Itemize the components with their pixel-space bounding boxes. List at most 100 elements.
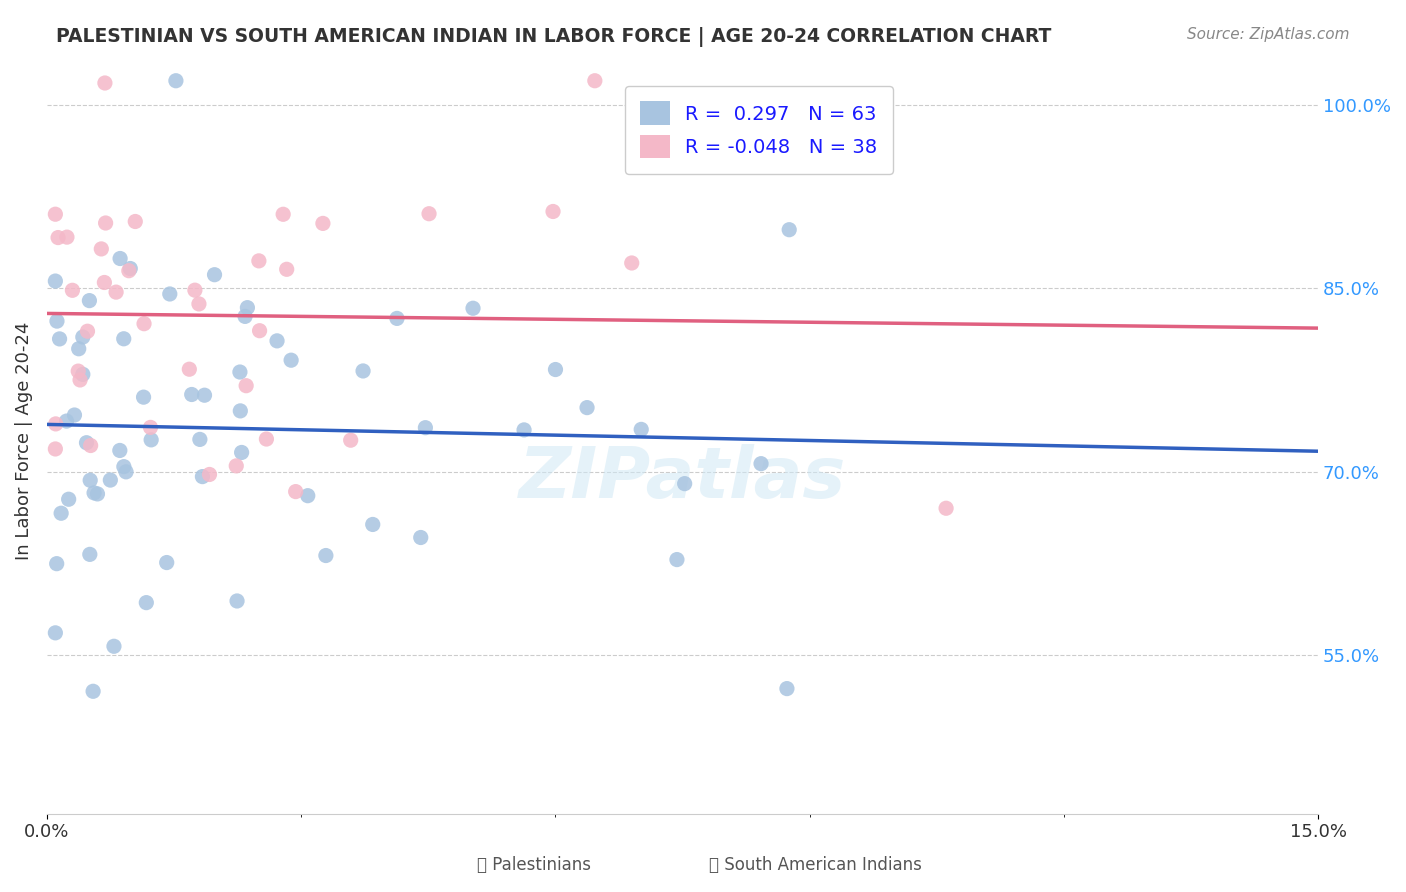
- Point: [187, 297, 209, 311]
- Point: [204, 268, 226, 282]
- Point: [180, 387, 202, 401]
- Point: [76, 324, 98, 338]
- Point: [79, 293, 101, 308]
- Point: [226, 594, 249, 608]
- Point: [284, 484, 307, 499]
- Point: [72, 368, 94, 382]
- Point: [276, 262, 298, 277]
- Point: [778, 223, 800, 237]
- Point: [82, 684, 104, 698]
- Point: [159, 287, 181, 301]
- Point: [132, 317, 155, 331]
- Point: [315, 549, 337, 563]
- Point: [385, 311, 408, 326]
- Point: [79, 473, 101, 487]
- Point: [44, 442, 66, 456]
- Legend: R =  0.297   N = 63, R = -0.048   N = 38: R = 0.297 N = 63, R = -0.048 N = 38: [624, 86, 893, 174]
- Point: [541, 204, 564, 219]
- Point: [184, 283, 207, 297]
- Point: [83, 486, 105, 500]
- Point: [45, 417, 67, 431]
- Point: [630, 422, 652, 436]
- Point: [156, 556, 179, 570]
- Point: [120, 261, 142, 276]
- Point: [135, 596, 157, 610]
- Point: [266, 334, 288, 348]
- Point: [361, 517, 384, 532]
- Point: [86, 487, 108, 501]
- Point: [254, 432, 277, 446]
- Point: [280, 353, 302, 368]
- Y-axis label: In Labor Force | Age 20-24: In Labor Force | Age 20-24: [15, 322, 32, 560]
- Text: PALESTINIAN VS SOUTH AMERICAN INDIAN IN LABOR FORCE | AGE 20-24 CORRELATION CHAR: PALESTINIAN VS SOUTH AMERICAN INDIAN IN …: [56, 27, 1052, 46]
- Point: [236, 301, 259, 315]
- Point: [72, 330, 94, 344]
- Point: [76, 435, 98, 450]
- Point: [141, 433, 163, 447]
- Point: [46, 230, 69, 244]
- Point: [94, 216, 117, 230]
- Point: [49, 506, 72, 520]
- Point: [93, 276, 115, 290]
- Text: ZIPatlas: ZIPatlas: [519, 444, 846, 513]
- Point: [124, 214, 146, 228]
- Point: [673, 476, 696, 491]
- Point: [112, 459, 135, 474]
- Point: [79, 547, 101, 561]
- Point: [115, 465, 138, 479]
- Point: [165, 74, 187, 88]
- Point: [188, 433, 211, 447]
- Point: [665, 552, 688, 566]
- Point: [45, 557, 67, 571]
- Text: Source: ZipAtlas.com: Source: ZipAtlas.com: [1187, 27, 1350, 42]
- Point: [229, 404, 252, 418]
- Point: [132, 390, 155, 404]
- Point: [67, 364, 90, 378]
- Point: [63, 408, 86, 422]
- Point: [749, 457, 772, 471]
- Point: [69, 373, 91, 387]
- Point: [198, 467, 221, 482]
- Point: [620, 256, 643, 270]
- Point: [544, 362, 567, 376]
- Text: ⬜ Palestinians: ⬜ Palestinians: [477, 855, 592, 873]
- Point: [179, 362, 201, 376]
- Point: [233, 310, 256, 324]
- Point: [235, 378, 257, 392]
- Point: [225, 458, 247, 473]
- Point: [191, 469, 214, 483]
- Text: ⬜ South American Indians: ⬜ South American Indians: [709, 855, 922, 873]
- Point: [112, 332, 135, 346]
- Point: [776, 681, 799, 696]
- Point: [118, 263, 141, 277]
- Point: [139, 420, 162, 434]
- Point: [339, 433, 361, 447]
- Point: [415, 420, 437, 434]
- Point: [352, 364, 374, 378]
- Point: [44, 625, 66, 640]
- Point: [229, 365, 252, 379]
- Point: [231, 445, 253, 459]
- Point: [58, 492, 80, 507]
- Point: [90, 242, 112, 256]
- Point: [98, 473, 121, 487]
- Point: [193, 388, 215, 402]
- Point: [312, 216, 335, 230]
- Point: [67, 342, 90, 356]
- Point: [249, 324, 271, 338]
- Point: [103, 640, 125, 654]
- Point: [418, 207, 440, 221]
- Point: [55, 414, 77, 428]
- Point: [56, 230, 79, 244]
- Point: [513, 423, 536, 437]
- Point: [576, 401, 599, 415]
- Point: [271, 207, 294, 221]
- Point: [94, 76, 117, 90]
- Point: [108, 443, 131, 458]
- Point: [583, 74, 606, 88]
- Point: [46, 314, 69, 328]
- Point: [108, 252, 131, 266]
- Point: [79, 438, 101, 452]
- Point: [44, 274, 66, 288]
- Point: [247, 253, 270, 268]
